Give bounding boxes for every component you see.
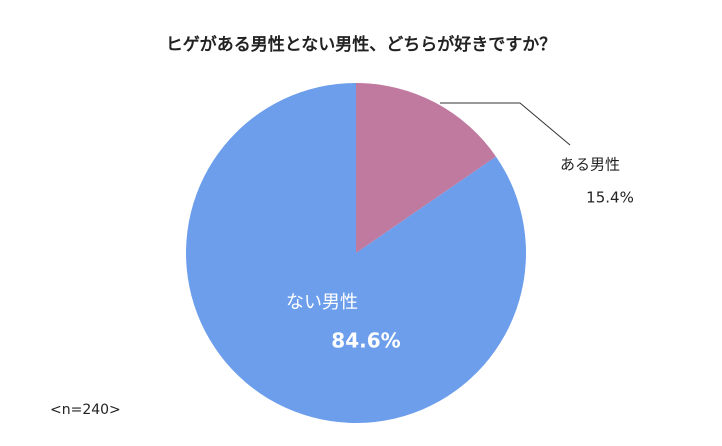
note: <n=240>: [50, 402, 121, 418]
value-label: 84.6%: [331, 329, 400, 353]
slice-label: ない男性: [286, 292, 358, 313]
chart-title: ヒゲがある男性とない男性、どちらが好きですか？: [166, 34, 557, 55]
pie-slice: [356, 83, 497, 253]
pie-slice: [186, 83, 526, 423]
value-label: 15.4%: [586, 189, 634, 207]
leader-line: [440, 102, 571, 146]
slice-label: ある男性: [560, 156, 620, 174]
